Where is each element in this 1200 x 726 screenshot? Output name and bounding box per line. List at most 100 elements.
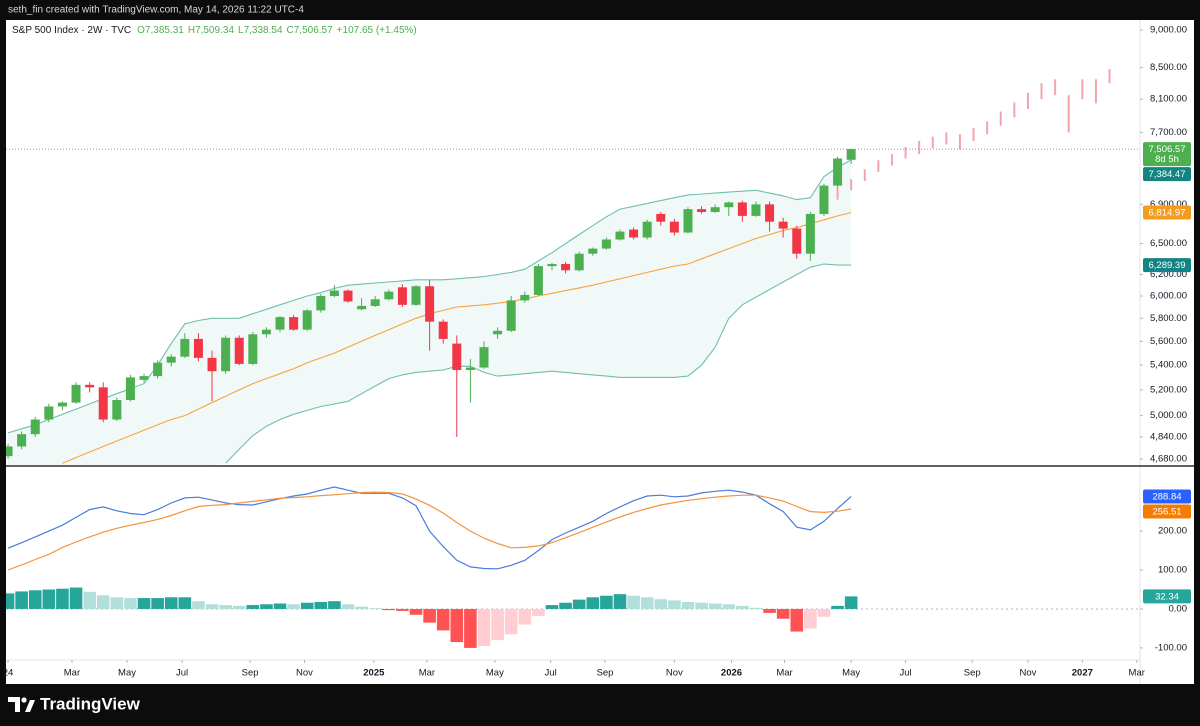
candle-body (425, 286, 435, 322)
price-tag (1143, 142, 1191, 167)
candle-body (452, 343, 462, 370)
histogram-bar (137, 598, 151, 609)
histogram-bar (695, 602, 708, 609)
x-tick-label: Jul (899, 668, 911, 679)
x-tick-label: Mar (419, 668, 435, 679)
macd-pane (6, 486, 1140, 648)
x-tick-label: May (842, 668, 860, 679)
candle-body (329, 290, 339, 297)
histogram-bar (654, 599, 668, 609)
candle-body (85, 384, 95, 388)
price-tag (1143, 504, 1191, 519)
candle-body (261, 329, 271, 335)
histogram-bar (110, 597, 124, 609)
candle-body (139, 376, 149, 380)
histogram-bar (15, 591, 28, 609)
brand-logo (8, 697, 35, 712)
candle-body (465, 367, 475, 370)
y-tick-label: 5,000.00 (1150, 410, 1187, 421)
y-tick-label: 8,500.00 (1150, 62, 1187, 73)
histogram-bar (314, 601, 328, 609)
candle-body (30, 419, 40, 435)
x-tick-label: 2027 (1072, 668, 1093, 679)
legend-value: +107.65 (+1.45%) (337, 25, 417, 36)
candle-body (180, 338, 190, 357)
histogram-bar (328, 601, 341, 609)
countdown: 8d 5h (1155, 154, 1179, 165)
histogram-bar (232, 605, 246, 609)
credit: seth_fin created with TradingView.com, M… (8, 5, 304, 16)
histogram-bar (518, 608, 532, 625)
legend-value: O7,385.31 (137, 25, 184, 36)
x-tick-label: Mar (64, 668, 80, 679)
histogram-bar (572, 599, 586, 609)
candle-body (642, 221, 652, 238)
candle-body (207, 357, 217, 372)
candle-body (384, 291, 394, 300)
axes: 9,000.00 8,500.00 8,100.00 7,700.00 6,900.00… (3, 25, 1191, 679)
histogram-bar (124, 598, 137, 609)
histogram-bar (477, 608, 491, 646)
candle-body (751, 204, 761, 216)
candle-body (669, 221, 679, 233)
candle-body (438, 321, 448, 339)
histogram-bar (450, 608, 464, 643)
candle-body (6, 446, 13, 457)
histogram-bar (6, 593, 15, 609)
candle-body (17, 434, 27, 447)
indicator-line (7, 159, 852, 434)
candle-body (316, 296, 326, 311)
histogram-bar (749, 607, 763, 609)
histogram-bar (736, 605, 749, 609)
histogram-bar (273, 603, 287, 609)
histogram-bar (246, 605, 260, 609)
price-tag (1143, 258, 1191, 273)
histogram-bar (164, 597, 178, 609)
candle-body (153, 362, 163, 377)
y-tick-label: 4,680.00 (1150, 453, 1187, 464)
candle-body (343, 290, 353, 302)
indicator-line (225, 263, 852, 464)
candle-body (302, 310, 312, 330)
candle-body (778, 221, 788, 229)
histogram-bar (722, 604, 736, 609)
histogram-bar (396, 608, 409, 611)
candle-body (533, 266, 543, 295)
histogram-bar (790, 608, 804, 632)
histogram-bar (763, 608, 776, 613)
x-tick-label: May (118, 668, 136, 679)
candle-body (547, 264, 557, 267)
histogram-bar (69, 587, 83, 609)
histogram-bar (341, 604, 355, 609)
candle-body (125, 377, 135, 401)
histogram-bar (844, 596, 858, 609)
candle-body (792, 228, 802, 254)
indicator-line (7, 491, 852, 571)
y-tick-label: 0.00 (1169, 603, 1188, 614)
candle-body (506, 300, 516, 331)
x-tick-label: 2026 (721, 668, 742, 679)
histogram-bar (42, 589, 56, 609)
y-tick-label: 9,000.00 (1150, 25, 1187, 36)
candle-body (289, 317, 299, 330)
candle-body (833, 158, 843, 186)
histogram-bar (708, 603, 722, 609)
histogram-bar (151, 598, 164, 609)
candle-body (397, 287, 407, 305)
candle-body (370, 299, 380, 306)
histogram-bar (491, 608, 504, 641)
price-tag-label: 6,289.39 (1149, 260, 1186, 271)
legend-value: H7,509.34 (188, 25, 235, 36)
x-tick-label: Mar (1129, 668, 1145, 679)
histogram-bar (368, 608, 382, 609)
histogram-bar (831, 605, 844, 609)
histogram-bar (260, 604, 273, 609)
candle-body (520, 294, 530, 301)
candle-body (561, 264, 571, 271)
histogram-bar (504, 608, 518, 635)
histogram-bar (178, 597, 192, 609)
candle-body (411, 286, 421, 305)
symbol: S&P 500 Index · 2W · TVC (12, 25, 131, 36)
histogram-bar (627, 595, 640, 609)
